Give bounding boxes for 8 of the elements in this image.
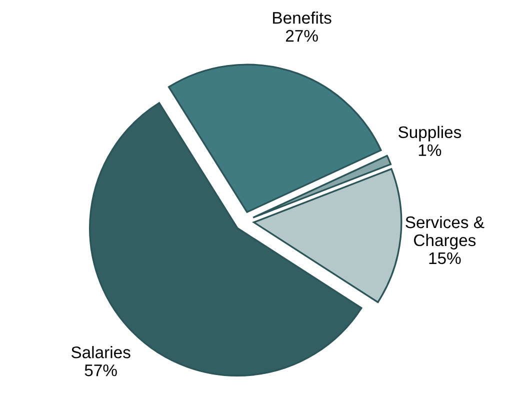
slice-label: Salaries xyxy=(71,346,130,358)
data-label: 15% xyxy=(429,252,461,264)
slice-label: Services & Charges xyxy=(406,216,484,250)
slice-label: Benefits xyxy=(273,12,332,24)
data-label: 1% xyxy=(418,144,442,156)
slice-label: Supplies xyxy=(398,126,462,142)
data-label: 57% xyxy=(84,364,117,376)
data-label: 27% xyxy=(286,30,318,42)
